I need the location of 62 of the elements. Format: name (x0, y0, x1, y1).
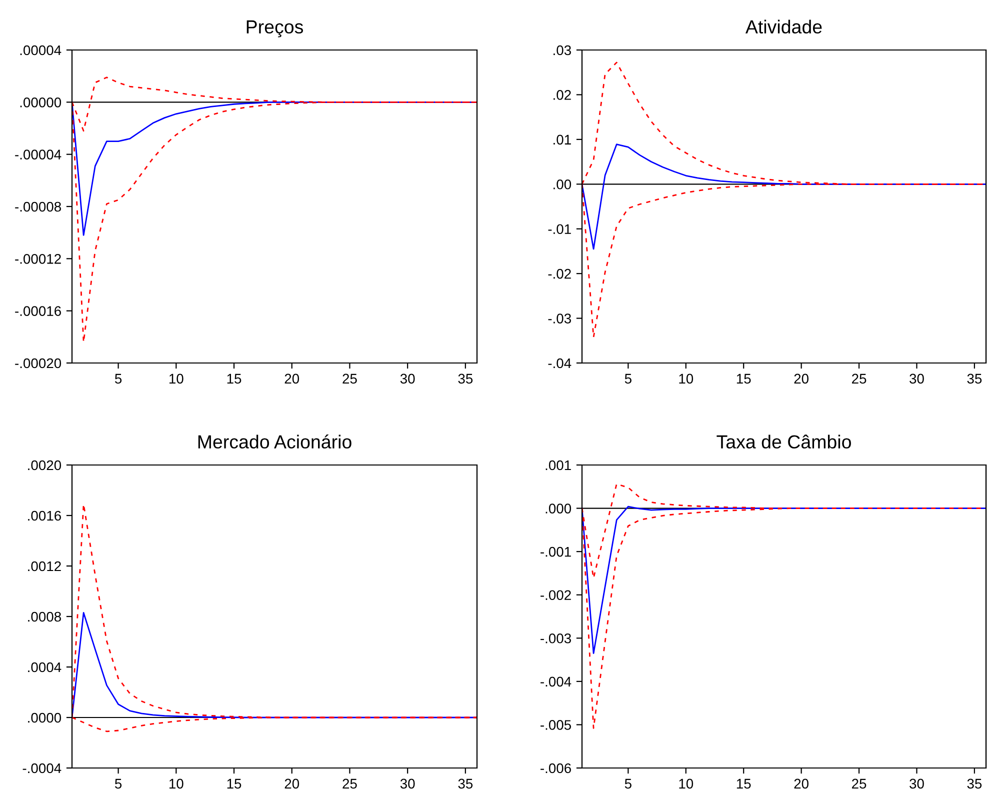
x-tick-label: 25 (342, 374, 357, 384)
y-tick-label: -.002 (540, 590, 571, 600)
y-tick-label: .00 (554, 179, 572, 190)
x-tick-label: 35 (967, 778, 982, 789)
y-tick-label: .0012 (28, 561, 61, 572)
x-tick-label: 10 (679, 374, 694, 384)
x-tick-label: 25 (852, 374, 866, 384)
x-tick-label: 10 (169, 374, 184, 384)
y-tick-label: .00000 (20, 98, 62, 108)
x-tick-label: 35 (458, 374, 473, 384)
y-tick-label: .0020 (28, 460, 62, 470)
x-tick-label: 15 (736, 778, 751, 789)
x-tick-label: 35 (458, 778, 473, 789)
x-tick-label: 35 (967, 374, 982, 384)
y-tick-label: -.00008 (15, 202, 61, 212)
chart-title: Mercado Acionário (198, 434, 352, 449)
y-tick-label: -.006 (540, 763, 571, 774)
x-tick-label: 20 (284, 374, 300, 384)
x-tick-label: 10 (679, 778, 694, 789)
y-tick-label: -.004 (540, 676, 572, 687)
x-tick-label: 5 (624, 374, 632, 384)
y-tick-label: .01 (554, 134, 571, 145)
y-tick-label: -.00020 (15, 358, 62, 368)
y-tick-label: .0000 (28, 712, 62, 723)
y-tick-label: .001 (546, 460, 571, 470)
y-tick-label: .0016 (28, 510, 61, 521)
y-tick-label: -.001 (540, 546, 571, 557)
x-tick-label: 5 (624, 778, 632, 789)
y-tick-label: -.005 (540, 720, 572, 730)
x-tick-label: 15 (736, 374, 751, 384)
y-tick-label: -.003 (540, 633, 571, 644)
y-tick-label: .00004 (20, 45, 62, 56)
x-tick-label: 15 (227, 374, 242, 384)
x-tick-label: 20 (284, 778, 300, 789)
y-tick-label: .0008 (28, 612, 61, 622)
x-tick-label: 5 (114, 778, 122, 789)
y-tick-label: -.03 (548, 314, 571, 324)
y-tick-label: -.04 (548, 358, 572, 368)
x-tick-label: 30 (910, 374, 924, 384)
y-tick-label: -.01 (548, 224, 571, 234)
y-tick-label: -.0004 (22, 763, 62, 774)
chart-title: Atividade (745, 20, 822, 34)
y-tick-label: -.00004 (15, 150, 62, 160)
x-tick-label: 30 (400, 778, 415, 789)
x-tick-label: 20 (794, 374, 808, 384)
x-tick-label: 20 (794, 778, 808, 789)
y-tick-label: .03 (554, 45, 571, 56)
y-tick-label: -.00016 (15, 306, 61, 316)
x-tick-label: 15 (227, 778, 242, 789)
x-tick-label: 10 (169, 778, 184, 789)
y-tick-label: -.00012 (15, 254, 61, 264)
chart-title: Preços (246, 20, 303, 38)
x-tick-label: 5 (114, 374, 122, 384)
x-tick-label: 25 (852, 778, 866, 789)
y-tick-label: .02 (554, 90, 571, 100)
y-tick-label: .0004 (28, 662, 62, 672)
x-tick-label: 30 (400, 374, 415, 384)
y-tick-label: .000 (546, 504, 572, 514)
y-tick-label: -.02 (548, 268, 571, 279)
x-tick-label: 30 (910, 778, 924, 789)
chart-title: Taxa de Câmbio (716, 434, 851, 449)
x-tick-label: 25 (342, 778, 357, 789)
